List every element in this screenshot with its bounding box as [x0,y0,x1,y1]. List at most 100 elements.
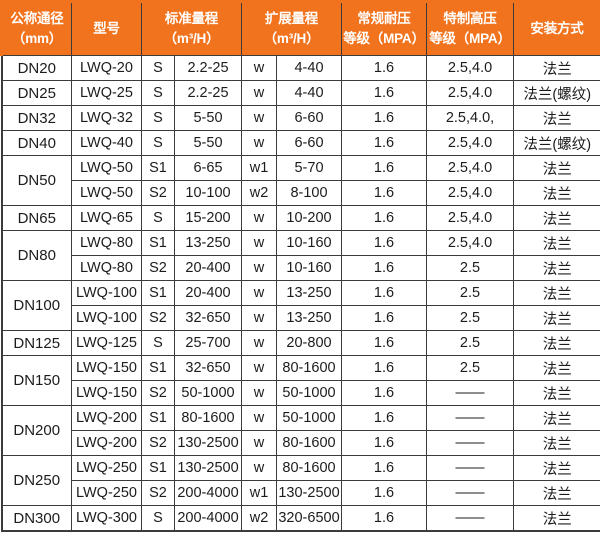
header-line: （m³/H） [163,31,220,46]
high-pressure-cell: —— [426,430,514,456]
install-cell: 法兰 [513,355,600,381]
model-cell: LWQ-80 [71,255,142,281]
model-cell: LWQ-65 [71,205,142,231]
dn-cell: DN20 [1,55,72,81]
ext-code-cell: w [241,355,277,381]
std-range-cell: 5-50 [174,130,242,156]
model-cell: LWQ-25 [71,80,142,106]
ext-code-cell: w [241,305,277,331]
dn-cell: DN200 [1,405,72,456]
std-code-cell: S2 [141,255,175,281]
table-row: DN20 LWQ-20 S 2.2-25 w 4-40 1.6 2.5,4.0 … [1,55,600,81]
normal-pressure-cell: 1.6 [341,55,427,81]
table-body: DN20 LWQ-20 S 2.2-25 w 4-40 1.6 2.5,4.0 … [1,55,600,532]
high-pressure-cell: 2.5,4.0 [426,230,514,256]
high-pressure-cell: 2.5,4.0, [426,105,514,131]
header-line: 型号 [93,21,120,37]
std-code-cell: S2 [141,430,175,456]
table-row: DN100 LWQ-100 S1 20-400 w 13-250 1.6 2.5… [1,280,600,331]
install-cell: 法兰 [513,230,600,256]
ext-code-cell: w [241,405,277,431]
normal-pressure-cell: 1.6 [341,405,427,431]
model-cell: LWQ-200 [71,430,142,456]
high-pressure-cell: 2.5 [426,255,514,281]
high-pressure-cell: 2.5 [426,355,514,381]
std-range-cell: 130-2500 [174,430,242,456]
std-code-cell: S [141,130,175,156]
install-cell: 法兰(螺纹) [513,130,600,156]
ext-range-cell: 13-250 [276,280,342,306]
std-code-cell: S [141,505,175,532]
ext-code-cell: w [241,55,277,81]
install-cell: 法兰 [513,405,600,431]
normal-pressure-cell: 1.6 [341,205,427,231]
ext-code-cell: w [241,105,277,131]
dn-cell: DN40 [1,130,72,156]
header-line: 特制高压 [443,11,497,27]
table-row: DN40 LWQ-40 S 5-50 w 6-60 1.6 2.5,4.0 法兰… [1,130,600,156]
install-cell: 法兰 [513,280,600,306]
std-code-cell: S1 [141,455,175,481]
install-cell: 法兰 [513,105,600,131]
high-pressure-cell: 2.5 [426,330,514,356]
table-row: LWQ-200 S2 130-2500 w 80-1600 1.6 —— 法兰 [2,430,600,456]
header-line: 等级（MPA） [343,31,425,46]
std-range-cell: 25-700 [174,330,242,356]
std-code-cell: S1 [141,280,175,306]
dn-cell: DN125 [1,330,72,356]
ext-range-cell: 320-6500 [276,505,342,532]
normal-pressure-cell: 1.6 [341,455,427,481]
std-range-cell: 32-650 [174,355,242,381]
header-extended-range: 扩展量程 （m³/H） [241,0,342,56]
model-cell: LWQ-50 [71,180,142,206]
install-cell: 法兰 [513,380,600,406]
table-row: LWQ-150 S2 50-1000 w 50-1000 1.6 —— 法兰 [2,380,600,406]
model-cell: LWQ-100 [71,305,142,331]
std-range-cell: 13-250 [174,230,242,256]
high-pressure-cell: 2.5,4.0 [426,180,514,206]
ext-range-cell: 10-160 [276,230,342,256]
table-row: DN300 LWQ-300 S 200-4000 w2 320-6500 1.6… [1,505,600,532]
normal-pressure-cell: 1.6 [341,380,427,406]
model-cell: LWQ-32 [71,105,142,131]
header-line: （m³/H） [263,31,320,46]
install-cell: 法兰 [513,480,600,506]
high-pressure-cell: 2.5,4.0 [426,130,514,156]
install-cell: 法兰 [513,55,600,81]
dn-cell: DN50 [1,155,72,206]
install-cell: 法兰 [513,255,600,281]
std-range-cell: 10-100 [174,180,242,206]
header-line: （mm） [11,31,63,46]
ext-code-cell: w1 [241,155,277,181]
header-normal-pressure: 常规耐压 等级（MPA） [341,0,427,56]
model-cell: LWQ-50 [71,155,142,181]
std-code-cell: S [141,205,175,231]
ext-range-cell: 80-1600 [276,355,342,381]
ext-code-cell: w [241,380,277,406]
ext-range-cell: 13-250 [276,305,342,331]
model-cell: LWQ-40 [71,130,142,156]
ext-range-cell: 6-60 [276,105,342,131]
normal-pressure-cell: 1.6 [341,155,427,181]
std-range-cell: 6-65 [174,155,242,181]
normal-pressure-cell: 1.6 [341,480,427,506]
std-range-cell: 50-1000 [174,380,242,406]
high-pressure-cell: —— [426,480,514,506]
std-code-cell: S1 [141,405,175,431]
std-range-cell: 5-50 [174,105,242,131]
high-pressure-cell: 2.5,4.0 [426,155,514,181]
header-line: 常规耐压 [357,11,411,27]
model-cell: LWQ-100 [71,280,142,306]
install-cell: 法兰 [513,155,600,181]
table-header: 公称通径 （mm） 型号 标准量程 （m³/H） 扩展量程 （m³/H） 常规耐… [0,0,600,56]
ext-code-cell: w [241,230,277,256]
normal-pressure-cell: 1.6 [341,355,427,381]
model-cell: LWQ-150 [71,380,142,406]
table-row: DN80 LWQ-80 S1 13-250 w 10-160 1.6 2.5,4… [1,230,600,281]
normal-pressure-cell: 1.6 [341,230,427,256]
normal-pressure-cell: 1.6 [341,180,427,206]
std-range-cell: 2.2-25 [174,80,242,106]
normal-pressure-cell: 1.6 [341,130,427,156]
table-row: LWQ-80 S2 20-400 w 10-160 1.6 2.5 法兰 [2,255,600,281]
